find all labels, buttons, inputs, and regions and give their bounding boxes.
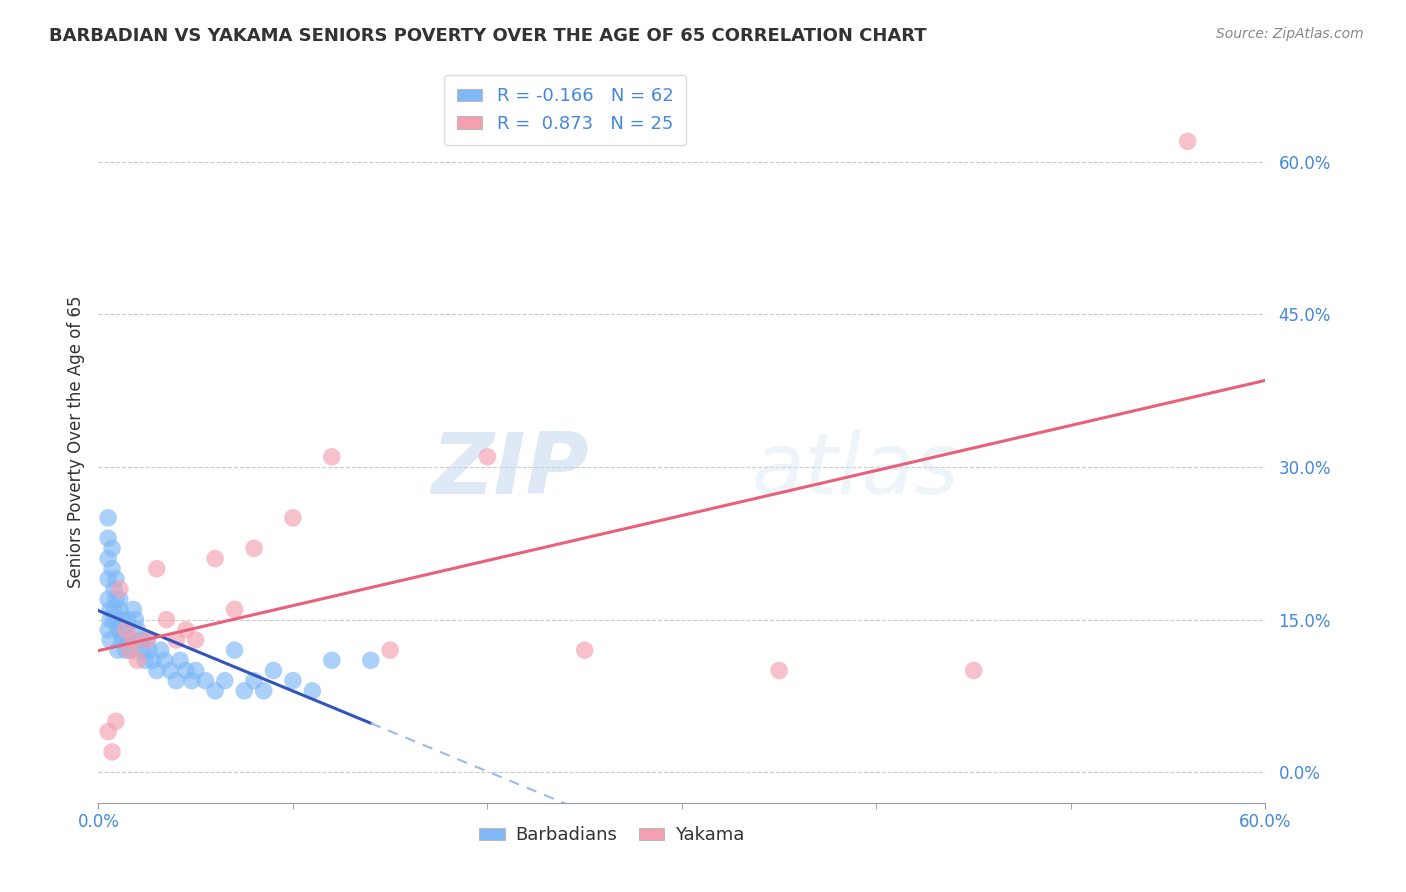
Point — [136, 632, 159, 647]
Point — [127, 653, 149, 667]
Point — [134, 653, 156, 667]
Point — [321, 653, 343, 667]
Point — [262, 664, 284, 678]
Point — [107, 623, 129, 637]
Point — [117, 632, 139, 647]
Point — [111, 613, 134, 627]
Point — [104, 592, 127, 607]
Point — [118, 632, 141, 647]
Point — [97, 551, 120, 566]
Point — [127, 623, 149, 637]
Point — [101, 562, 124, 576]
Point — [107, 613, 129, 627]
Point — [108, 592, 131, 607]
Point — [204, 684, 226, 698]
Point — [184, 632, 207, 647]
Point — [107, 643, 129, 657]
Point — [114, 643, 136, 657]
Point — [117, 613, 139, 627]
Point — [122, 632, 145, 647]
Point — [233, 684, 256, 698]
Point — [121, 643, 143, 657]
Point — [184, 664, 207, 678]
Point — [243, 541, 266, 556]
Point — [962, 664, 984, 678]
Legend: Barbadians, Yakama: Barbadians, Yakama — [472, 819, 752, 852]
Point — [146, 562, 169, 576]
Point — [97, 592, 120, 607]
Point — [204, 551, 226, 566]
Point — [243, 673, 266, 688]
Point — [101, 541, 124, 556]
Point — [321, 450, 343, 464]
Point — [103, 602, 125, 616]
Point — [281, 511, 304, 525]
Point — [111, 632, 134, 647]
Point — [224, 643, 246, 657]
Point — [97, 623, 120, 637]
Point — [129, 632, 152, 647]
Point — [122, 602, 145, 616]
Point — [165, 632, 187, 647]
Point — [155, 613, 177, 627]
Y-axis label: Seniors Poverty Over the Age of 65: Seniors Poverty Over the Age of 65 — [66, 295, 84, 588]
Point — [142, 653, 165, 667]
Point — [174, 664, 197, 678]
Point — [138, 643, 160, 657]
Point — [108, 582, 131, 596]
Point — [98, 602, 121, 616]
Point — [104, 714, 127, 729]
Point — [380, 643, 402, 657]
Point — [97, 531, 120, 545]
Point — [98, 632, 121, 647]
Point — [114, 623, 136, 637]
Text: Source: ZipAtlas.com: Source: ZipAtlas.com — [1216, 27, 1364, 41]
Point — [180, 673, 202, 688]
Point — [159, 664, 181, 678]
Point — [153, 653, 176, 667]
Point — [360, 653, 382, 667]
Point — [98, 613, 121, 627]
Point — [97, 572, 120, 586]
Point — [165, 673, 187, 688]
Text: atlas: atlas — [752, 429, 960, 512]
Text: BARBADIAN VS YAKAMA SENIORS POVERTY OVER THE AGE OF 65 CORRELATION CHART: BARBADIAN VS YAKAMA SENIORS POVERTY OVER… — [49, 27, 927, 45]
Point — [146, 664, 169, 678]
Point — [224, 602, 246, 616]
Point — [768, 664, 790, 678]
Point — [169, 653, 191, 667]
Point — [477, 450, 499, 464]
Text: ZIP: ZIP — [430, 429, 589, 512]
Point — [174, 623, 197, 637]
Point — [108, 623, 131, 637]
Point — [253, 684, 276, 698]
Point — [112, 632, 135, 647]
Point — [112, 623, 135, 637]
Point — [97, 511, 120, 525]
Point — [101, 745, 124, 759]
Point — [194, 673, 217, 688]
Point — [136, 632, 159, 647]
Point — [1177, 134, 1199, 148]
Point — [281, 673, 304, 688]
Point — [124, 613, 146, 627]
Point — [118, 643, 141, 657]
Point — [114, 623, 136, 637]
Point — [132, 643, 155, 657]
Point — [97, 724, 120, 739]
Point — [103, 613, 125, 627]
Point — [574, 643, 596, 657]
Point — [301, 684, 323, 698]
Point — [149, 643, 172, 657]
Point — [104, 572, 127, 586]
Point — [103, 582, 125, 596]
Point — [214, 673, 236, 688]
Point — [108, 602, 131, 616]
